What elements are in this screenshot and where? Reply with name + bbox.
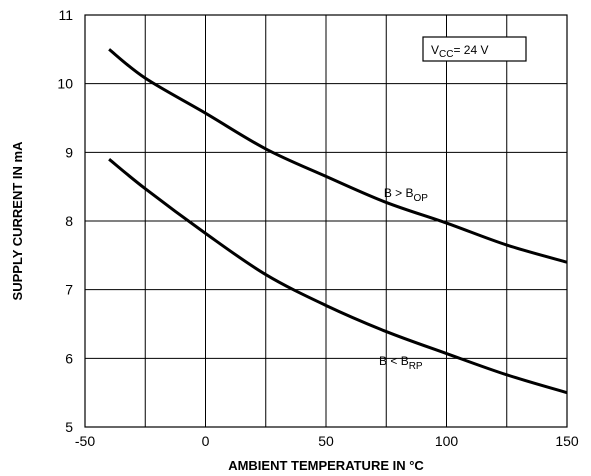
x-tick-label: 0 [202, 433, 210, 449]
plot-frame [84, 14, 568, 428]
y-tick-label: 10 [57, 76, 73, 92]
x-tick-labels: -50 0 50 100 150 [75, 433, 579, 449]
series-lines [108, 48, 568, 395]
label-b-gt-bop: B > BOP [384, 186, 428, 204]
x-tick-label: 150 [555, 433, 579, 449]
y-tick-label: 6 [65, 350, 73, 366]
series-line-b-lt-brp [108, 158, 568, 395]
y-tick-label: 9 [65, 144, 73, 160]
y-tick-label: 5 [65, 419, 73, 435]
grid-lines [84, 14, 568, 428]
y-tick-label: 11 [58, 7, 73, 23]
label-b-lt-brp: B < BRP [379, 354, 423, 372]
series-labels: B > BOP B < BRP [379, 186, 428, 372]
x-tick-label: 50 [318, 433, 334, 449]
y-tick-label: 8 [65, 213, 73, 229]
vcc-annotation: VCC= 24 V [422, 36, 527, 62]
y-axis-title: SUPPLY CURRENT IN mA [10, 141, 25, 301]
vcc-box [422, 36, 527, 62]
series-line-b-gt-bop [108, 48, 568, 264]
y-tick-label: 7 [65, 282, 73, 298]
x-tick-label: 100 [435, 433, 459, 449]
y-tick-labels: 5 6 7 8 9 10 11 [57, 7, 73, 435]
x-axis-title: AMBIENT TEMPERATURE IN °C [228, 458, 424, 473]
vcc-label: VCC= 24 V [431, 43, 489, 60]
x-tick-label: -50 [75, 433, 95, 449]
